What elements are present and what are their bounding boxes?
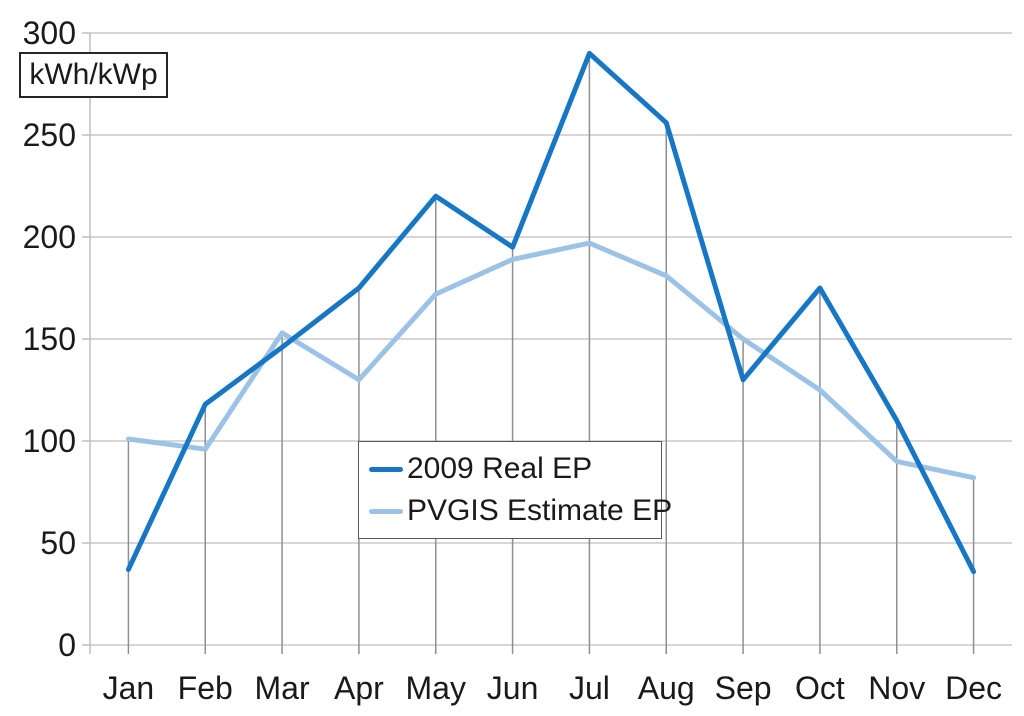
y-tick-label-0: 0 [58, 627, 76, 663]
x-tick-label-May: May [406, 670, 466, 706]
legend-item-pvgis-ep: PVGIS Estimate EP [369, 494, 672, 528]
legend-item-real-ep: 2009 Real EP [369, 452, 661, 486]
legend-label-real-ep: 2009 Real EP [407, 452, 593, 485]
x-tick-label-Jan: Jan [103, 670, 155, 706]
x-tick-label-Aug: Aug [638, 670, 695, 706]
y-tick-label-250: 250 [23, 117, 76, 153]
legend-swatch-real-ep-line-icon [369, 466, 403, 472]
x-tick-label-Jul: Jul [569, 670, 610, 706]
y-tick-label-150: 150 [23, 321, 76, 357]
x-tick-label-Jun: Jun [487, 670, 539, 706]
y-unit-label-box: kWh/kWp [19, 52, 168, 98]
x-tick-label-Nov: Nov [868, 670, 925, 706]
y-tick-label-300: 300 [23, 15, 76, 51]
legend-label-pvgis-ep: PVGIS Estimate EP [407, 494, 673, 527]
series-line-2009-real-ep [125, 50, 977, 575]
y-tick-label-50: 50 [40, 525, 76, 561]
y-unit-label: kWh/kWp [29, 58, 158, 91]
x-tick-label-Oct: Oct [795, 670, 845, 706]
x-tick-label-Mar: Mar [255, 670, 310, 706]
x-tick-label-Dec: Dec [945, 670, 1002, 706]
y-tick-label-200: 200 [23, 219, 76, 255]
legend-swatch-pvgis-ep-line-icon [369, 508, 403, 514]
x-tick-label-Feb: Feb [178, 670, 233, 706]
x-tick-label-Sep: Sep [715, 670, 772, 706]
x-tick-label-Apr: Apr [334, 670, 384, 706]
series-line-pvgis-estimate-ep [125, 240, 977, 481]
y-tick-label-100: 100 [23, 423, 76, 459]
legend: 2009 Real EP PVGIS Estimate EP [358, 441, 672, 539]
